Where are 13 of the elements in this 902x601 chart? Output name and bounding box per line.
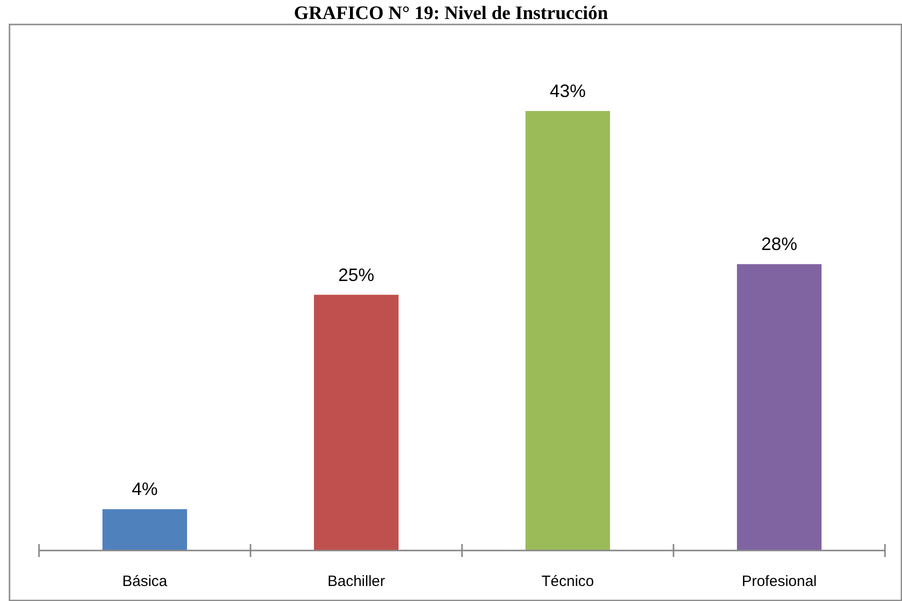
bar [736,264,822,550]
x-tick-label: Profesional [742,573,817,590]
data-label: 25% [338,264,374,285]
x-tick-label: Bachiller [327,573,386,590]
bar [525,111,610,550]
data-label: 43% [550,81,586,101]
bar [314,294,399,550]
chart-title: GRAFICO N° 19: Nivel de Instrucción [294,3,609,24]
data-label: 28% [761,234,798,254]
x-tick-label: Básica [122,573,168,590]
x-tick-label: Técnico [541,573,594,590]
data-label: 4% [132,479,158,500]
bar [102,509,188,550]
